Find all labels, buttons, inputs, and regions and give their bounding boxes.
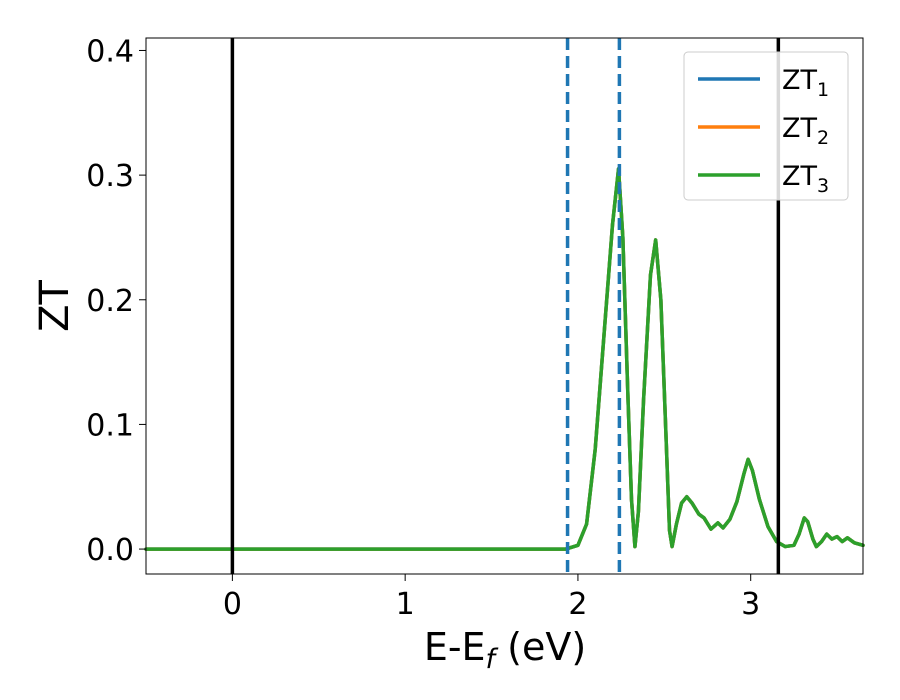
plot-border xyxy=(145,37,864,575)
legend-label-2: ZT2 xyxy=(782,113,829,149)
y-tick-label: 0.4 xyxy=(86,34,134,69)
y-tick-label: 0.0 xyxy=(86,533,134,568)
series-layer xyxy=(144,167,865,551)
y-axis-label: ZT xyxy=(32,280,78,332)
legend-items: ZT1 ZT2 ZT3 xyxy=(698,65,829,197)
x-axis: 0 1 2 3 xyxy=(223,574,760,622)
legend-label-3: ZT3 xyxy=(782,161,829,197)
x-tick-label: 3 xyxy=(741,587,760,622)
x-tick-label: 0 xyxy=(223,587,242,622)
y-axis: 0.0 0.1 0.2 0.3 0.4 xyxy=(86,34,146,568)
legend-label-1: ZT1 xyxy=(782,65,829,101)
x-tick-label: 1 xyxy=(396,587,415,622)
series-line-3 xyxy=(144,167,865,551)
x-axis-label: E-Ef (eV) xyxy=(424,625,586,675)
y-tick-label: 0.2 xyxy=(86,284,134,319)
x-axis-label-main: E-E xyxy=(424,625,486,669)
x-axis-label-suffix: (eV) xyxy=(495,625,586,669)
x-tick-label: 2 xyxy=(568,587,587,622)
legend: ZT1 ZT2 ZT3 xyxy=(683,51,849,201)
legend-box xyxy=(683,51,849,201)
y-tick-label: 0.3 xyxy=(86,159,134,194)
y-tick-label: 0.1 xyxy=(86,408,134,443)
